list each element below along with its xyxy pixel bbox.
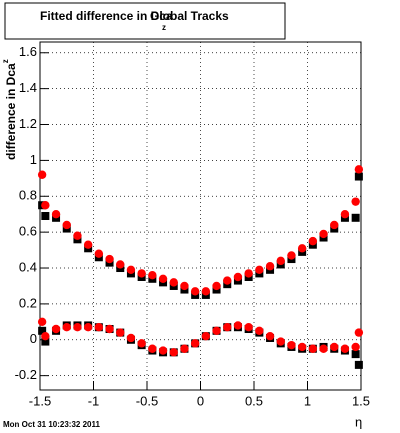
point bbox=[116, 260, 125, 269]
point bbox=[351, 197, 360, 206]
y-tick-label: -0.2 bbox=[15, 367, 37, 382]
chart-title: Fitted difference in Dca bbox=[40, 9, 173, 23]
point bbox=[158, 274, 168, 283]
point bbox=[148, 270, 157, 280]
point bbox=[62, 323, 71, 332]
point bbox=[94, 323, 104, 332]
point bbox=[41, 201, 50, 210]
point bbox=[255, 265, 264, 275]
point bbox=[158, 346, 168, 355]
y-axis-label: difference in Dcaz bbox=[1, 59, 18, 160]
point bbox=[41, 212, 50, 220]
point bbox=[255, 326, 264, 336]
point bbox=[83, 323, 93, 332]
point bbox=[287, 340, 296, 350]
point bbox=[354, 360, 363, 369]
x-tick-label: -0.5 bbox=[136, 393, 158, 408]
point bbox=[244, 269, 253, 278]
point bbox=[126, 333, 136, 343]
point bbox=[354, 328, 364, 337]
point bbox=[190, 339, 200, 348]
title-subscript: z bbox=[162, 23, 166, 32]
y-label-text: difference in Dca bbox=[4, 63, 18, 160]
point bbox=[180, 281, 189, 291]
point bbox=[41, 337, 50, 346]
y-tick-label: 1.2 bbox=[19, 116, 37, 131]
point bbox=[73, 323, 82, 332]
point bbox=[297, 244, 307, 253]
x-tick-label: -1 bbox=[88, 393, 100, 408]
y-tick-label: 1.4 bbox=[19, 80, 37, 95]
x-tick-label: 0.5 bbox=[245, 393, 263, 408]
point bbox=[233, 272, 243, 282]
point bbox=[212, 281, 221, 291]
title-box bbox=[4, 2, 286, 40]
point bbox=[201, 331, 211, 341]
point bbox=[83, 240, 93, 249]
point bbox=[51, 324, 61, 334]
point bbox=[105, 324, 114, 334]
point bbox=[308, 236, 318, 246]
timestamp: Mon Oct 31 10:23:32 2011 bbox=[3, 420, 100, 429]
point bbox=[212, 326, 221, 336]
point bbox=[330, 220, 339, 230]
y-tick-label: 0 bbox=[30, 331, 37, 346]
y-tick-label: 0.2 bbox=[19, 295, 37, 310]
point bbox=[126, 265, 136, 275]
y-tick-label: 1.6 bbox=[19, 44, 37, 59]
point bbox=[319, 344, 328, 353]
point bbox=[62, 220, 71, 230]
point bbox=[351, 213, 360, 222]
y-tick-label: 1 bbox=[30, 152, 37, 167]
point bbox=[354, 165, 364, 174]
point bbox=[223, 276, 232, 285]
x-tick-label: -1.5 bbox=[29, 393, 51, 408]
plot-frame bbox=[39, 41, 362, 391]
point bbox=[51, 210, 61, 219]
point bbox=[233, 321, 243, 330]
x-tick-label: 1.5 bbox=[352, 393, 370, 408]
title-suffix: Global Tracks bbox=[150, 9, 229, 23]
point bbox=[308, 344, 318, 353]
point bbox=[330, 342, 339, 352]
point bbox=[319, 229, 328, 239]
y-tick-label: 0.8 bbox=[19, 188, 37, 203]
point bbox=[351, 350, 360, 359]
point bbox=[340, 344, 350, 353]
point bbox=[190, 287, 200, 296]
point bbox=[148, 344, 157, 353]
point bbox=[105, 254, 114, 264]
point bbox=[38, 326, 47, 335]
point bbox=[137, 269, 146, 278]
point bbox=[94, 249, 104, 258]
point bbox=[37, 170, 47, 179]
point bbox=[201, 287, 211, 296]
point bbox=[137, 339, 146, 348]
point bbox=[169, 278, 178, 287]
y-tick-label: 0.4 bbox=[19, 259, 37, 274]
point bbox=[276, 337, 285, 346]
x-tick-label: 1 bbox=[304, 393, 311, 408]
x-tick-label: 0 bbox=[197, 393, 204, 408]
point bbox=[351, 342, 360, 352]
point bbox=[223, 323, 232, 332]
point bbox=[287, 251, 296, 260]
y-label-superscript: z bbox=[1, 59, 10, 63]
point bbox=[169, 348, 178, 357]
point bbox=[265, 262, 275, 271]
point bbox=[116, 328, 125, 337]
point bbox=[37, 317, 47, 327]
point bbox=[297, 342, 307, 352]
point bbox=[73, 231, 82, 240]
point bbox=[340, 210, 350, 219]
x-axis-label: η bbox=[355, 414, 362, 429]
point bbox=[244, 323, 253, 332]
point bbox=[41, 331, 50, 341]
point bbox=[265, 331, 275, 341]
point bbox=[354, 172, 363, 181]
point bbox=[276, 256, 285, 266]
y-tick-label: 0.6 bbox=[19, 224, 37, 239]
point bbox=[180, 344, 189, 353]
